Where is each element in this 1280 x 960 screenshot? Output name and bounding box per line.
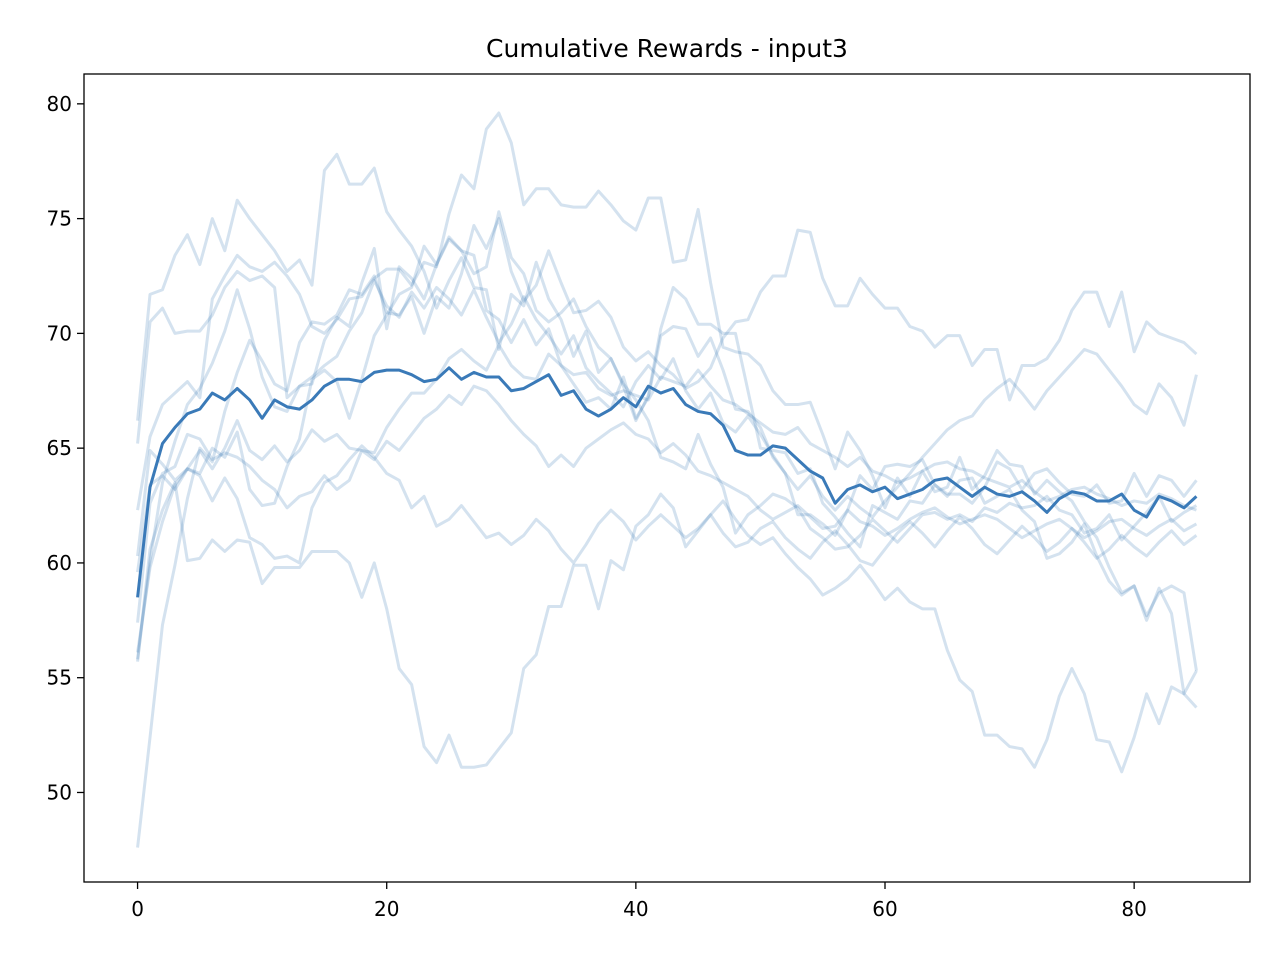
run-line-9 [136,217,1198,848]
run-line-8 [136,481,1198,774]
y-tick-label: 80 [47,92,72,116]
x-tick-label: 40 [623,897,648,921]
run-line-2 [136,210,1198,551]
y-axis: 50 55 60 65 70 75 80 [47,92,84,804]
run-line-10 [136,279,1198,660]
mean-line [136,366,1198,598]
run-line-7 [136,444,1198,653]
y-tick-label: 75 [47,207,72,231]
y-tick-label: 50 [47,780,72,804]
x-tick-label: 60 [872,897,897,921]
x-axis: 0 20 40 60 80 [131,882,1147,921]
mean-line-group [136,366,1198,598]
chart-title: Cumulative Rewards - input3 [486,34,848,63]
run-line-5 [136,343,1197,573]
y-tick-label: 65 [47,436,72,460]
run-line-3 [136,111,1198,672]
y-tick-label: 55 [47,666,72,690]
x-tick-label: 0 [131,897,144,921]
run-line-6 [136,384,1198,623]
run-line-4 [136,237,1198,557]
y-tick-label: 70 [47,321,72,345]
plot-area-frame [83,73,1251,883]
run-lines [136,111,1198,848]
x-tick-label: 80 [1121,897,1146,921]
y-tick-label: 60 [47,551,72,575]
x-tick-label: 20 [374,897,399,921]
run-line-1 [136,152,1198,709]
